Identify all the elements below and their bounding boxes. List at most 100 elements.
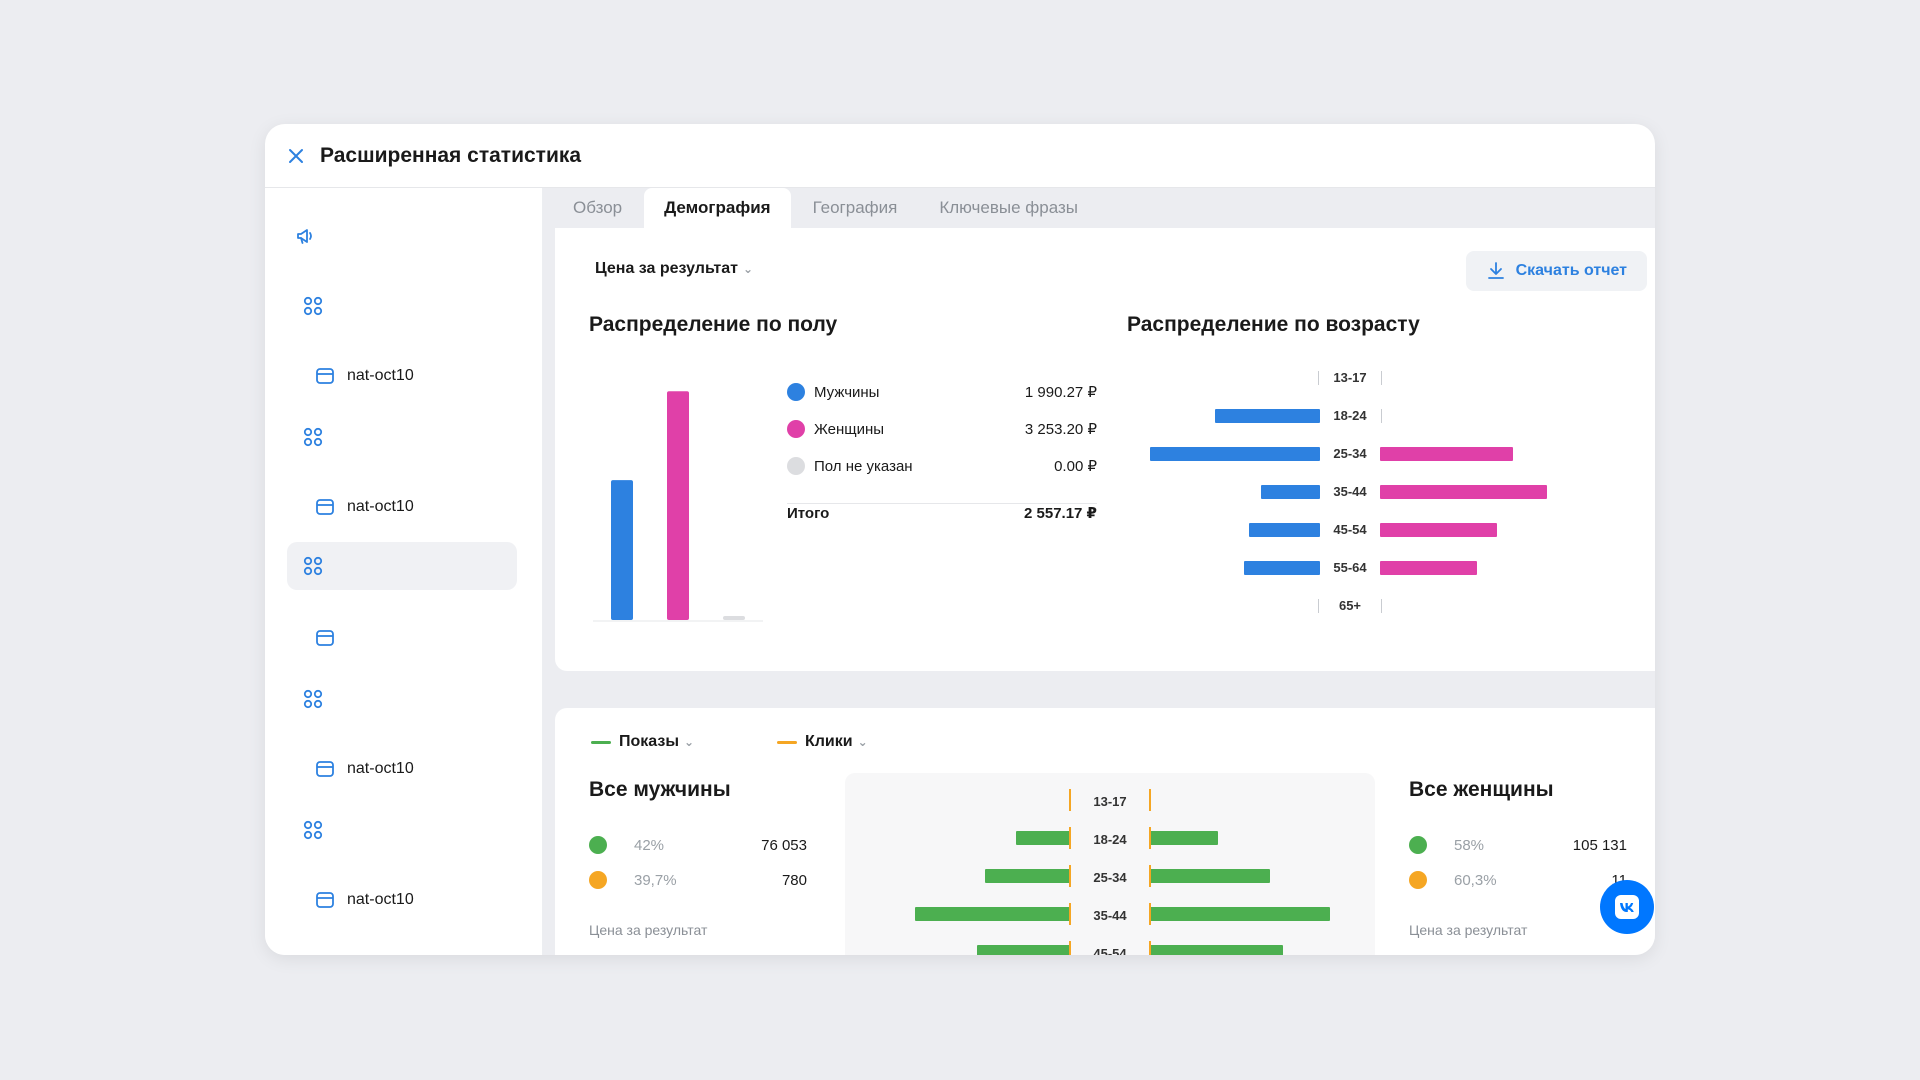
age-bar-male-55-64 [1243, 561, 1320, 575]
age-bar-male-35-44 [1260, 485, 1320, 499]
shows-line-icon [591, 740, 611, 744]
legend-unknown: Пол не указан 0.00 ₽ [787, 457, 1097, 475]
shows-dropdown[interactable]: Показы ⌄ [591, 733, 694, 751]
sidebar-item-ad-2[interactable]: nat-oct10 [315, 483, 414, 531]
clicks-dropdown-label: Клики [805, 733, 853, 750]
men-shows-value: 76 053 [761, 836, 807, 854]
age-bar-male-45-54 [1248, 523, 1320, 537]
sidebar-item-group-4[interactable] [303, 675, 323, 723]
grid-icon [303, 296, 323, 316]
unknown-dot [787, 457, 805, 475]
legend-divider [787, 503, 1097, 504]
men-shows-pct: 42% [634, 836, 665, 854]
sidebar-item-ad-3[interactable] [315, 614, 335, 662]
gender-bar-female [667, 391, 689, 620]
legend-total-value: 2 557.17 ₽ [1024, 505, 1097, 522]
banner-icon [316, 499, 334, 515]
banner-icon [316, 761, 334, 777]
grid-icon [303, 556, 323, 576]
tab-overview[interactable]: Обзор [553, 188, 643, 228]
women-footer: Цена за результат [1409, 922, 1528, 938]
female-dot [787, 420, 805, 438]
pyramid-bar-men-35-44 [915, 907, 1070, 921]
demography-card: Цена за результат ⌄ Скачать отчет Распре… [555, 228, 1655, 671]
age-tick-male-65+ [1318, 599, 1319, 613]
download-report-label: Скачать отчет [1515, 262, 1627, 279]
shows-pyramid-chart: 13-17 18-24 25-34 35-44 45-54 [845, 773, 1375, 955]
pyramid-clicks-marker-women-45-54 [1149, 941, 1151, 955]
sidebar-item-ad-5[interactable]: nat-oct10 [315, 876, 414, 924]
close-icon [289, 148, 303, 163]
pyramid-bar-women-18-24 [1150, 831, 1219, 845]
men-clicks-pct: 39,7% [634, 871, 677, 889]
pyramid-clicks-marker-women-25-34 [1149, 865, 1151, 887]
pyramid-bar-women-35-44 [1150, 907, 1330, 921]
men-clicks-row: 39,7% 780 [589, 871, 807, 889]
clicks-dropdown[interactable]: Клики ⌄ [777, 733, 868, 751]
sidebar-item-group-2[interactable] [303, 413, 323, 461]
sidebar-item-campaign[interactable] [295, 212, 317, 260]
shows-dropdown-label: Показы [619, 733, 679, 750]
men-clicks-value: 780 [781, 871, 807, 889]
vk-logo-icon [1615, 895, 1639, 919]
shows-dot [589, 836, 607, 854]
sidebar-item-group-5[interactable] [303, 806, 323, 854]
banner-icon [316, 368, 334, 384]
metric-dropdown[interactable]: Цена за результат ⌄ [595, 260, 753, 278]
close-button[interactable] [285, 145, 307, 167]
age-label-13-17: 13-17 [1333, 370, 1367, 385]
pyramid-clicks-marker-men-18-24 [1069, 827, 1071, 849]
clicks-dot [1409, 871, 1427, 889]
pyramid-label-45-54: 45-54 [1093, 946, 1127, 955]
tab-geography[interactable]: География [792, 188, 918, 228]
sidebar-item-ad-4[interactable]: nat-oct10 [315, 745, 414, 793]
download-icon [1487, 262, 1504, 279]
sidebar-item-label: nat-oct10 [347, 760, 414, 777]
chevron-down-icon: ⌄ [742, 262, 754, 276]
women-clicks-row: 60,3% 11 [1409, 871, 1627, 889]
age-chart-title: Распределение по возрасту [1127, 313, 1420, 336]
age-bar-female-55-64 [1380, 561, 1477, 575]
sidebar-item-label: nat-oct10 [347, 498, 414, 515]
age-bar-female-45-54 [1380, 523, 1498, 537]
legend-total-label: Итого [787, 504, 830, 522]
pyramid-clicks-marker-men-25-34 [1069, 865, 1071, 887]
age-label-65+: 65+ [1338, 598, 1362, 613]
gender-bar-male [611, 480, 633, 620]
pyramid-bar-men-18-24 [1015, 831, 1070, 845]
pyramid-bar-women-25-34 [1150, 869, 1271, 883]
women-clicks-pct: 60,3% [1454, 871, 1497, 889]
sidebar-item-group-1[interactable] [303, 282, 323, 330]
women-shows-value: 105 131 [1572, 836, 1627, 854]
sidebar-item-ad-1[interactable]: nat-oct10 [315, 352, 414, 400]
sidebar-item-group-3[interactable] [287, 542, 517, 590]
sidebar-item-label: nat-oct10 [347, 367, 414, 384]
women-title: Все женщины [1409, 778, 1554, 801]
vk-chat-button[interactable] [1600, 880, 1654, 934]
legend-male-value: 1 990.27 ₽ [1024, 384, 1097, 401]
pyramid-clicks-marker-men-13-17 [1069, 789, 1071, 811]
download-report-button[interactable]: Скачать отчет [1465, 251, 1647, 291]
age-bar-male-25-34 [1150, 447, 1320, 461]
age-bar-chart: 13-17 18-24 25-34 35-44 45-54 55-64 65+ [1115, 368, 1547, 648]
sidebar: nat-oct10 nat-oct10 nat-oct10 nat-oct10 [265, 188, 543, 955]
pyramid-bar-men-25-34 [984, 869, 1070, 883]
age-tick-female-65+ [1381, 599, 1382, 613]
clicks-dot [589, 871, 607, 889]
legend-female-label: Женщины [814, 420, 885, 438]
age-tick-female-18-24 [1381, 409, 1382, 423]
window-title: Расширенная статистика [320, 143, 582, 167]
chevron-down-icon: ⌄ [684, 735, 695, 749]
pyramid-clicks-marker-women-18-24 [1149, 827, 1151, 849]
pyramid-bar-men-45-54 [977, 945, 1070, 955]
tab-keywords[interactable]: Ключевые фразы [919, 188, 1098, 228]
grid-icon [303, 820, 323, 840]
pyramid-bar-women-45-54 [1150, 945, 1284, 955]
tab-demography[interactable]: Демография [644, 188, 791, 228]
men-footer: Цена за результат [589, 922, 708, 938]
shows-clicks-card: Показы ⌄ Клики ⌄ Все мужчины 42% 76 053 … [555, 708, 1655, 955]
age-bar-female-25-34 [1380, 447, 1513, 461]
pyramid-panel: 13-17 18-24 25-34 35-44 45-54 [845, 773, 1375, 955]
legend-female-value: 3 253.20 ₽ [1024, 421, 1097, 438]
clicks-line-icon [777, 740, 797, 744]
